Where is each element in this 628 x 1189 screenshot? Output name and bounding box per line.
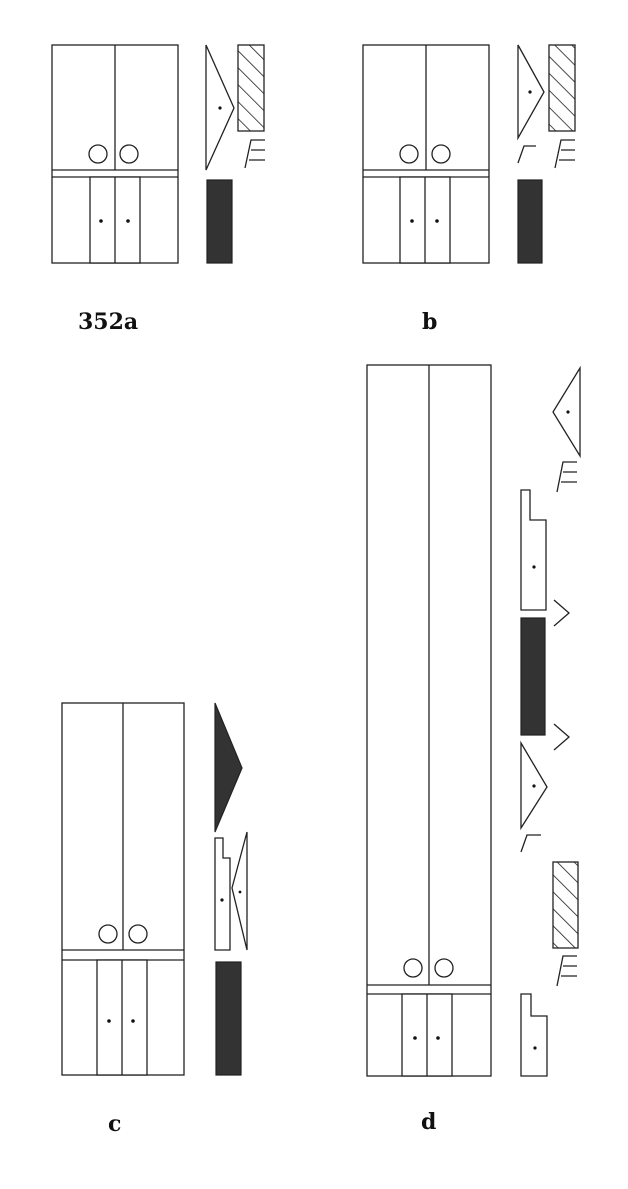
figure-c-sections [214, 702, 248, 1076]
hook-mark [517, 145, 536, 164]
dark-section [206, 179, 233, 264]
keyhole-right [436, 1036, 440, 1040]
keyhole-right [131, 1019, 135, 1023]
knob-right [128, 924, 148, 944]
figure-c-label: c [108, 1111, 122, 1137]
keyhole-right [126, 219, 130, 223]
figure-c [61, 702, 248, 1076]
dark-section [517, 179, 543, 264]
knob-left [98, 924, 118, 944]
knob-right [119, 144, 139, 164]
hatched-section [552, 861, 579, 949]
figure-a-elevation [51, 44, 179, 264]
figure-d-label: d [421, 1109, 437, 1135]
knob-left [399, 144, 419, 164]
dark-section [520, 617, 546, 736]
comb-mark-upper [556, 461, 577, 493]
figure-b [362, 44, 576, 264]
figure-b-label: b [422, 309, 438, 335]
figure-b-elevation [362, 44, 490, 264]
figure-a [51, 44, 265, 264]
knob-right [434, 958, 454, 978]
figure-c-elevation [61, 702, 185, 1076]
dark-wedge [214, 702, 243, 833]
figure-a-label: 352a [78, 309, 139, 335]
stepped-profile-upper [520, 489, 547, 611]
hatched-section [237, 44, 265, 132]
keyhole-left [413, 1036, 417, 1040]
knob-right [431, 144, 451, 164]
figure-a-sections [205, 44, 265, 264]
chevron-upper [553, 599, 570, 627]
comb-mark [554, 139, 575, 169]
chevron-lower [553, 723, 570, 751]
keyhole-right [435, 219, 439, 223]
keyhole-left [410, 219, 414, 223]
keyhole-left [107, 1019, 111, 1023]
stepped-profile [214, 837, 231, 951]
knob-left [403, 958, 423, 978]
figure-b-sections [517, 44, 576, 264]
figure-d [366, 364, 581, 1077]
comb-mark-lower [556, 955, 577, 987]
figure-d-elevation [366, 364, 492, 1077]
dark-section [215, 961, 242, 1076]
figure-d-sections [520, 365, 581, 1077]
knob-left [88, 144, 108, 164]
keyhole-left [99, 219, 103, 223]
comb-mark [244, 139, 265, 169]
stepped-profile-lower [520, 993, 548, 1077]
hook-mark [520, 834, 541, 853]
hatched-section [548, 44, 576, 132]
